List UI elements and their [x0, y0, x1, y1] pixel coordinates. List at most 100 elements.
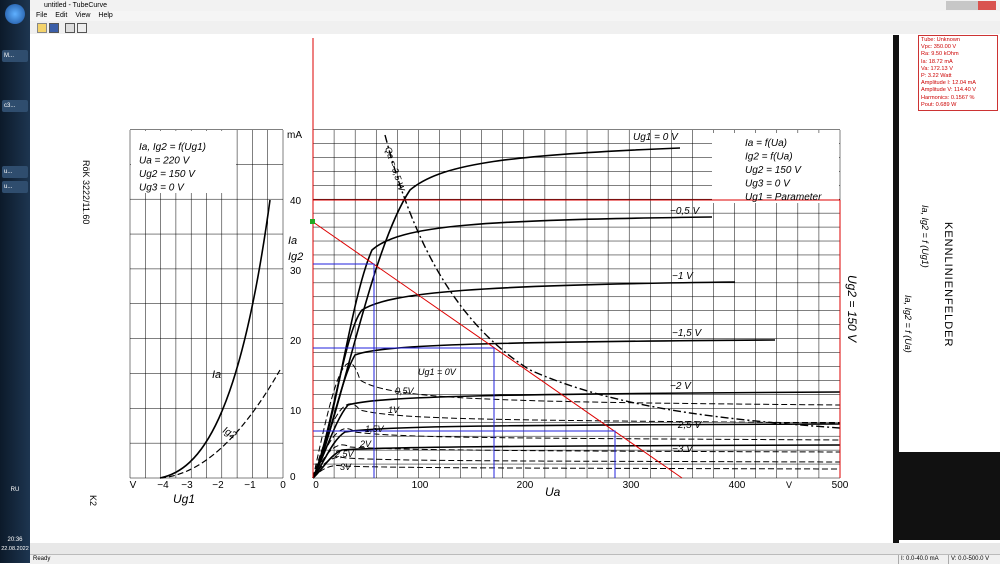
scan-label: −1 — [244, 480, 256, 491]
scan-label: Ia, Ig2 = f (Ua) — [903, 295, 913, 353]
info-line: Pout: 0.689 W — [921, 101, 957, 108]
legend-box — [131, 131, 236, 193]
scan-label: −1,5 V — [672, 328, 703, 339]
menu-item[interactable]: View — [75, 12, 91, 19]
scan-label: 30 — [290, 266, 302, 277]
taskbar: M... c3... u... u... RU 20:36 22.08.2022 — [0, 0, 30, 563]
scan-label: 0 — [280, 480, 286, 491]
scan-grids — [129, 129, 841, 479]
screen-transfer-curve — [159, 369, 281, 479]
scan-label: Ig2 — [288, 251, 303, 263]
info-box: Tube: Unknown Vpc: 350.00 V Ra: 9.50 kOhm I… — [918, 35, 998, 112]
scan-label: KENNLINIENFELDER — [942, 222, 954, 347]
scrollbar[interactable] — [30, 543, 1000, 554]
scan-label: 3V — [340, 462, 352, 472]
status-bar: Ready I: 0.0-40.0 mA V: 0.0-500.0 V — [30, 554, 1000, 564]
scan-label: Ia, Ig2 = f (Ug1) — [920, 205, 930, 268]
info-line: Tube: Unknown — [921, 37, 960, 43]
title-bar: untitled - TubeCurve — [30, 0, 1000, 11]
scan-edge — [893, 35, 899, 543]
scan-label: Ia — [212, 369, 221, 381]
info-line: Ra: 9.50 kOhm — [921, 51, 959, 58]
scan-label: Ug1 = 0V — [418, 367, 457, 377]
task-item[interactable]: u... — [2, 166, 28, 178]
info-line: Ia: 18.72 mA — [921, 58, 953, 65]
scan-label: 10 — [290, 406, 302, 417]
scan-label: Ug2 = 150 V — [745, 165, 802, 176]
scan-label: 200 — [517, 480, 534, 491]
scan-label: −3 — [181, 480, 193, 491]
scan-label: RöK 3222/11.60 — [81, 160, 91, 224]
scan-label: K2 — [88, 495, 98, 506]
window-buttons[interactable] — [946, 1, 996, 10]
info-line: P: 3.22 Watt — [921, 73, 952, 80]
scan-label: −4 — [157, 480, 169, 491]
scan-label: 300 — [623, 480, 640, 491]
load-handle[interactable] — [310, 219, 315, 224]
window-title: untitled - TubeCurve — [44, 2, 108, 9]
info-line: Va: 172.13 V — [921, 65, 953, 72]
task-item[interactable]: M... — [2, 50, 28, 62]
operating-lines — [313, 263, 616, 478]
plot-canvas: RöK 3222/11.60 K2 KENNLINIENFELDER Ia, Ig2 … — [30, 34, 1000, 554]
scan-label: Ua — [545, 485, 561, 499]
scan-label: −1 V — [672, 271, 694, 282]
scan-label: Ug2 = 150 V — [139, 169, 196, 180]
scan-label: −3 V — [672, 444, 694, 455]
save-button[interactable] — [49, 23, 59, 33]
clock-time[interactable]: 20:36 — [7, 537, 23, 543]
scan-label: −2 — [212, 480, 224, 491]
scan-label: 20 — [290, 336, 302, 347]
status-text: Ready — [33, 556, 51, 562]
scan-label: Ia = f(Ua) — [745, 138, 787, 149]
menu-item[interactable]: File — [36, 12, 48, 19]
scan-label: Ia — [288, 235, 297, 247]
scan-label: Ug2 = 150 V — [845, 275, 859, 343]
scan-label: Ua = 220 V — [139, 156, 191, 167]
menu-item[interactable]: Edit — [55, 12, 68, 19]
scan-label: 0 — [313, 480, 319, 491]
scan-label: 100 — [412, 480, 429, 491]
scan-label: Ia, Ig2 = f(Ug1) — [139, 142, 206, 153]
info-line: Amplitude I: 12.04 mA — [921, 80, 977, 87]
language[interactable]: RU — [10, 487, 20, 493]
info-line: Amplitude V: 114.40 V — [921, 87, 977, 94]
scan-label: Ug3 = 0 V — [745, 179, 791, 190]
scan-label: 400 — [729, 480, 746, 491]
scan-label: Ug1 — [173, 492, 195, 506]
task-item[interactable]: c3... — [2, 100, 28, 112]
copy-button[interactable] — [65, 23, 75, 33]
scan-label: 2,5V — [334, 449, 355, 459]
scan-label: 0 — [290, 472, 296, 483]
scan-noise — [899, 452, 1000, 540]
scan-label: Ug1 = 0 V — [633, 132, 679, 143]
legend-box — [712, 133, 839, 203]
scan-label: 1V — [388, 405, 400, 415]
task-item[interactable]: u... — [2, 181, 28, 193]
menu-item[interactable]: Help — [98, 12, 113, 19]
scan-label: V — [130, 480, 137, 491]
scan-label: 0,5V — [395, 386, 415, 396]
scan-label: Ug3 = 0 V — [139, 183, 185, 194]
scan-label: −2,5 V — [672, 420, 703, 431]
current-range: I: 0.0-40.0 mA — [898, 555, 949, 564]
scan-label: −2 V — [670, 381, 692, 392]
print-button[interactable] — [77, 23, 87, 33]
scan-label: 40 — [290, 196, 302, 207]
open-button[interactable] — [37, 23, 47, 33]
scan-label: mA — [287, 130, 302, 141]
scan-text: RöK 3222/11.60 K2 KENNLINIENFELDER Ia, Ig2 … — [81, 130, 954, 506]
voltage-range: V: 0.0-500.0 V — [948, 555, 1000, 564]
start-button[interactable] — [5, 4, 25, 24]
scan-label: V — [786, 480, 792, 490]
scan-label: Ig2 = f(Ua) — [745, 152, 793, 163]
power-hyperbola — [384, 134, 841, 429]
transfer-curve — [159, 199, 271, 479]
info-line: Vpc: 350.00 V — [921, 44, 957, 51]
menu-bar: File Edit View Help — [30, 11, 1000, 21]
scan-label: 1,5V — [365, 424, 385, 434]
toolbar — [30, 21, 1000, 35]
clock-date[interactable]: 22.08.2022 — [1, 546, 29, 552]
scan-label: 2V — [359, 439, 372, 449]
